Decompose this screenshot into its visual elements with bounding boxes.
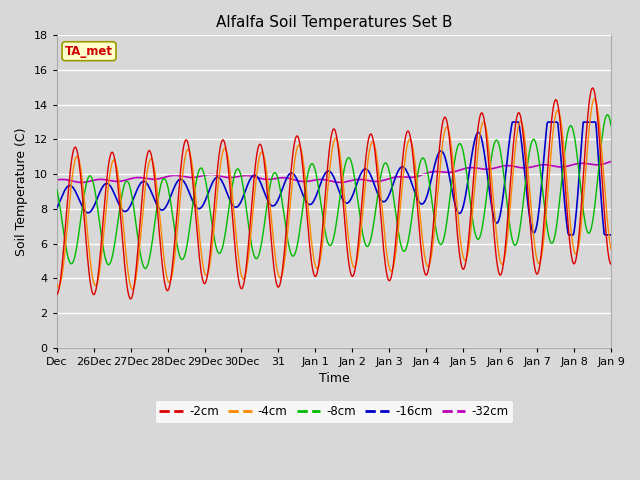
Y-axis label: Soil Temperature (C): Soil Temperature (C) [15,127,28,256]
X-axis label: Time: Time [319,372,349,385]
Legend: -2cm, -4cm, -8cm, -16cm, -32cm: -2cm, -4cm, -8cm, -16cm, -32cm [155,400,513,423]
Title: Alfalfa Soil Temperatures Set B: Alfalfa Soil Temperatures Set B [216,15,452,30]
Text: TA_met: TA_met [65,45,113,58]
